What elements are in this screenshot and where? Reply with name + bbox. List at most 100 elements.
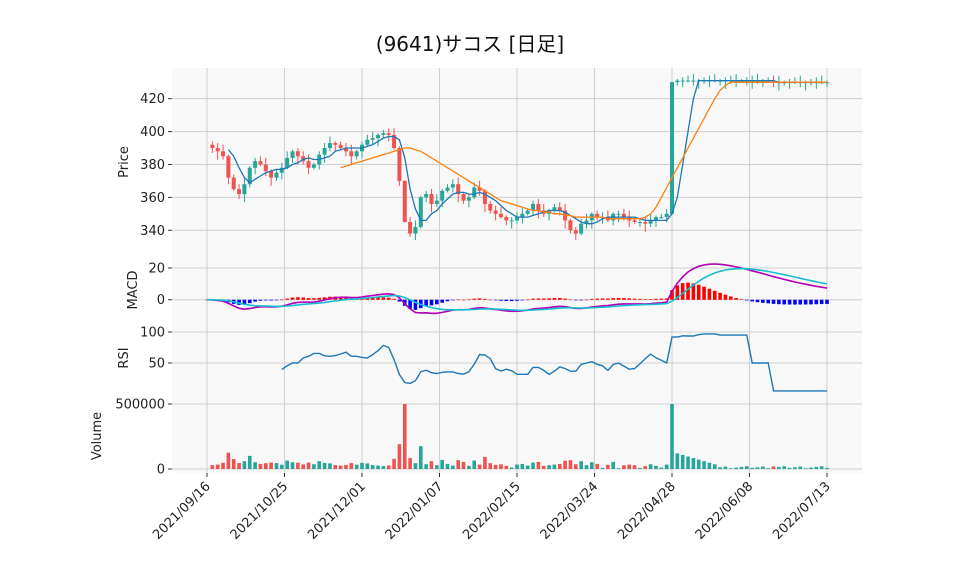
- volume-bar: [210, 465, 215, 469]
- volume-bar: [402, 404, 407, 469]
- macd-hist-bar: [825, 299, 829, 304]
- y-tick-label-price: 360: [140, 191, 165, 206]
- candle-body: [424, 194, 429, 198]
- candle-body: [637, 222, 642, 224]
- volume-bar: [435, 465, 439, 469]
- candle-body: [456, 184, 461, 195]
- y-tick-label-price: 340: [140, 224, 165, 239]
- macd-hist-bar: [696, 284, 701, 300]
- volume-bar: [819, 466, 824, 469]
- macd-hist-bar: [290, 297, 295, 300]
- volume-bar: [365, 463, 370, 469]
- macd-hist-bar: [493, 299, 498, 301]
- macd-hist-bar: [728, 296, 733, 300]
- macd-hist-bar: [472, 298, 477, 300]
- volume-series: [210, 404, 829, 469]
- volume-bar: [274, 463, 279, 469]
- volume-bar: [483, 456, 487, 469]
- volume-bar: [627, 464, 632, 469]
- short-ma-line: [227, 79, 827, 225]
- candle-body: [376, 134, 381, 139]
- macd-hist-bar: [745, 299, 749, 301]
- macd-hist-bar: [456, 299, 461, 301]
- candle-body: [557, 207, 562, 211]
- candle-body: [648, 220, 653, 224]
- macd-hist-bar: [691, 283, 696, 300]
- macd-hist-bar: [718, 292, 722, 300]
- volume-bar: [755, 467, 760, 469]
- candle-body: [381, 133, 386, 135]
- macd-axis-label: MACD: [126, 271, 141, 310]
- candle-body: [354, 151, 359, 157]
- candle-body: [659, 217, 664, 219]
- candle-body: [579, 223, 584, 234]
- volume-bar: [488, 463, 493, 469]
- candle-body: [670, 82, 674, 214]
- macd-hist-bar: [761, 299, 765, 303]
- macd-hist-bar: [766, 299, 771, 304]
- macd-hist-bar: [552, 297, 557, 300]
- volume-bar: [301, 464, 306, 469]
- rsi-axis-label: RSI: [117, 347, 132, 368]
- candle-body: [482, 190, 487, 204]
- volume-bar: [263, 463, 268, 469]
- y-tick-label-rsi: 100: [140, 326, 165, 341]
- candle-body: [520, 213, 525, 218]
- macd-hist-bar: [803, 299, 808, 305]
- volume-bar: [467, 465, 471, 469]
- volume-bar: [360, 462, 364, 469]
- candle-body: [349, 151, 354, 157]
- chart-title: (9641)サコス [日足]: [376, 32, 564, 56]
- macd-hist-bar: [445, 299, 450, 302]
- candle-body: [333, 143, 338, 145]
- candle-body: [386, 133, 391, 135]
- y-tick-label-macd: 0: [157, 293, 165, 308]
- volume-bar: [247, 455, 252, 469]
- macd-hist-bar: [429, 299, 434, 306]
- candle-body: [515, 217, 519, 221]
- macd-hist-bar: [814, 299, 819, 305]
- macd-hist-bar: [638, 298, 642, 300]
- candle-body: [573, 230, 578, 234]
- volume-bar: [712, 464, 717, 469]
- volume-bar: [745, 466, 749, 469]
- candle-body: [691, 80, 696, 82]
- candle-body: [226, 156, 231, 178]
- volume-bar: [525, 465, 530, 469]
- volume-bar: [814, 466, 819, 469]
- signal-line: [206, 267, 828, 312]
- candle-body: [215, 148, 220, 152]
- macd-hist-bar: [531, 298, 535, 300]
- macd-hist-bar: [547, 298, 551, 300]
- macd-hist-bar: [616, 297, 621, 300]
- volume-bar: [445, 463, 450, 469]
- volume-bar: [344, 464, 348, 469]
- volume-bar: [493, 464, 498, 469]
- macd-hist-bar: [648, 299, 653, 300]
- candle-body: [418, 197, 423, 227]
- macd-hist-bar: [579, 299, 583, 301]
- volume-bar: [632, 465, 637, 469]
- macd-hist-bar: [381, 297, 386, 300]
- volume-bar: [231, 459, 236, 469]
- candle-body: [450, 184, 455, 188]
- volume-bar: [734, 467, 738, 469]
- macd-hist-bar: [627, 298, 632, 300]
- volume-bar: [798, 466, 803, 469]
- candle-body: [686, 80, 691, 82]
- macd-hist-bar: [819, 299, 824, 305]
- volume-bar: [568, 460, 573, 469]
- volume-bar: [552, 464, 557, 469]
- candle-body: [247, 167, 252, 185]
- volume-bar: [509, 467, 514, 469]
- macd-hist-bar: [269, 299, 273, 301]
- macd-hist-bar: [408, 299, 412, 309]
- volume-bar: [269, 462, 273, 469]
- candle-body: [771, 80, 776, 83]
- volume-bar: [573, 464, 578, 469]
- macd-hist-bar: [285, 298, 289, 300]
- macd-hist-bar: [670, 290, 674, 300]
- y-tick-label-price: 420: [140, 92, 165, 107]
- macd-hist-bar: [632, 298, 637, 300]
- candle-body: [445, 187, 450, 191]
